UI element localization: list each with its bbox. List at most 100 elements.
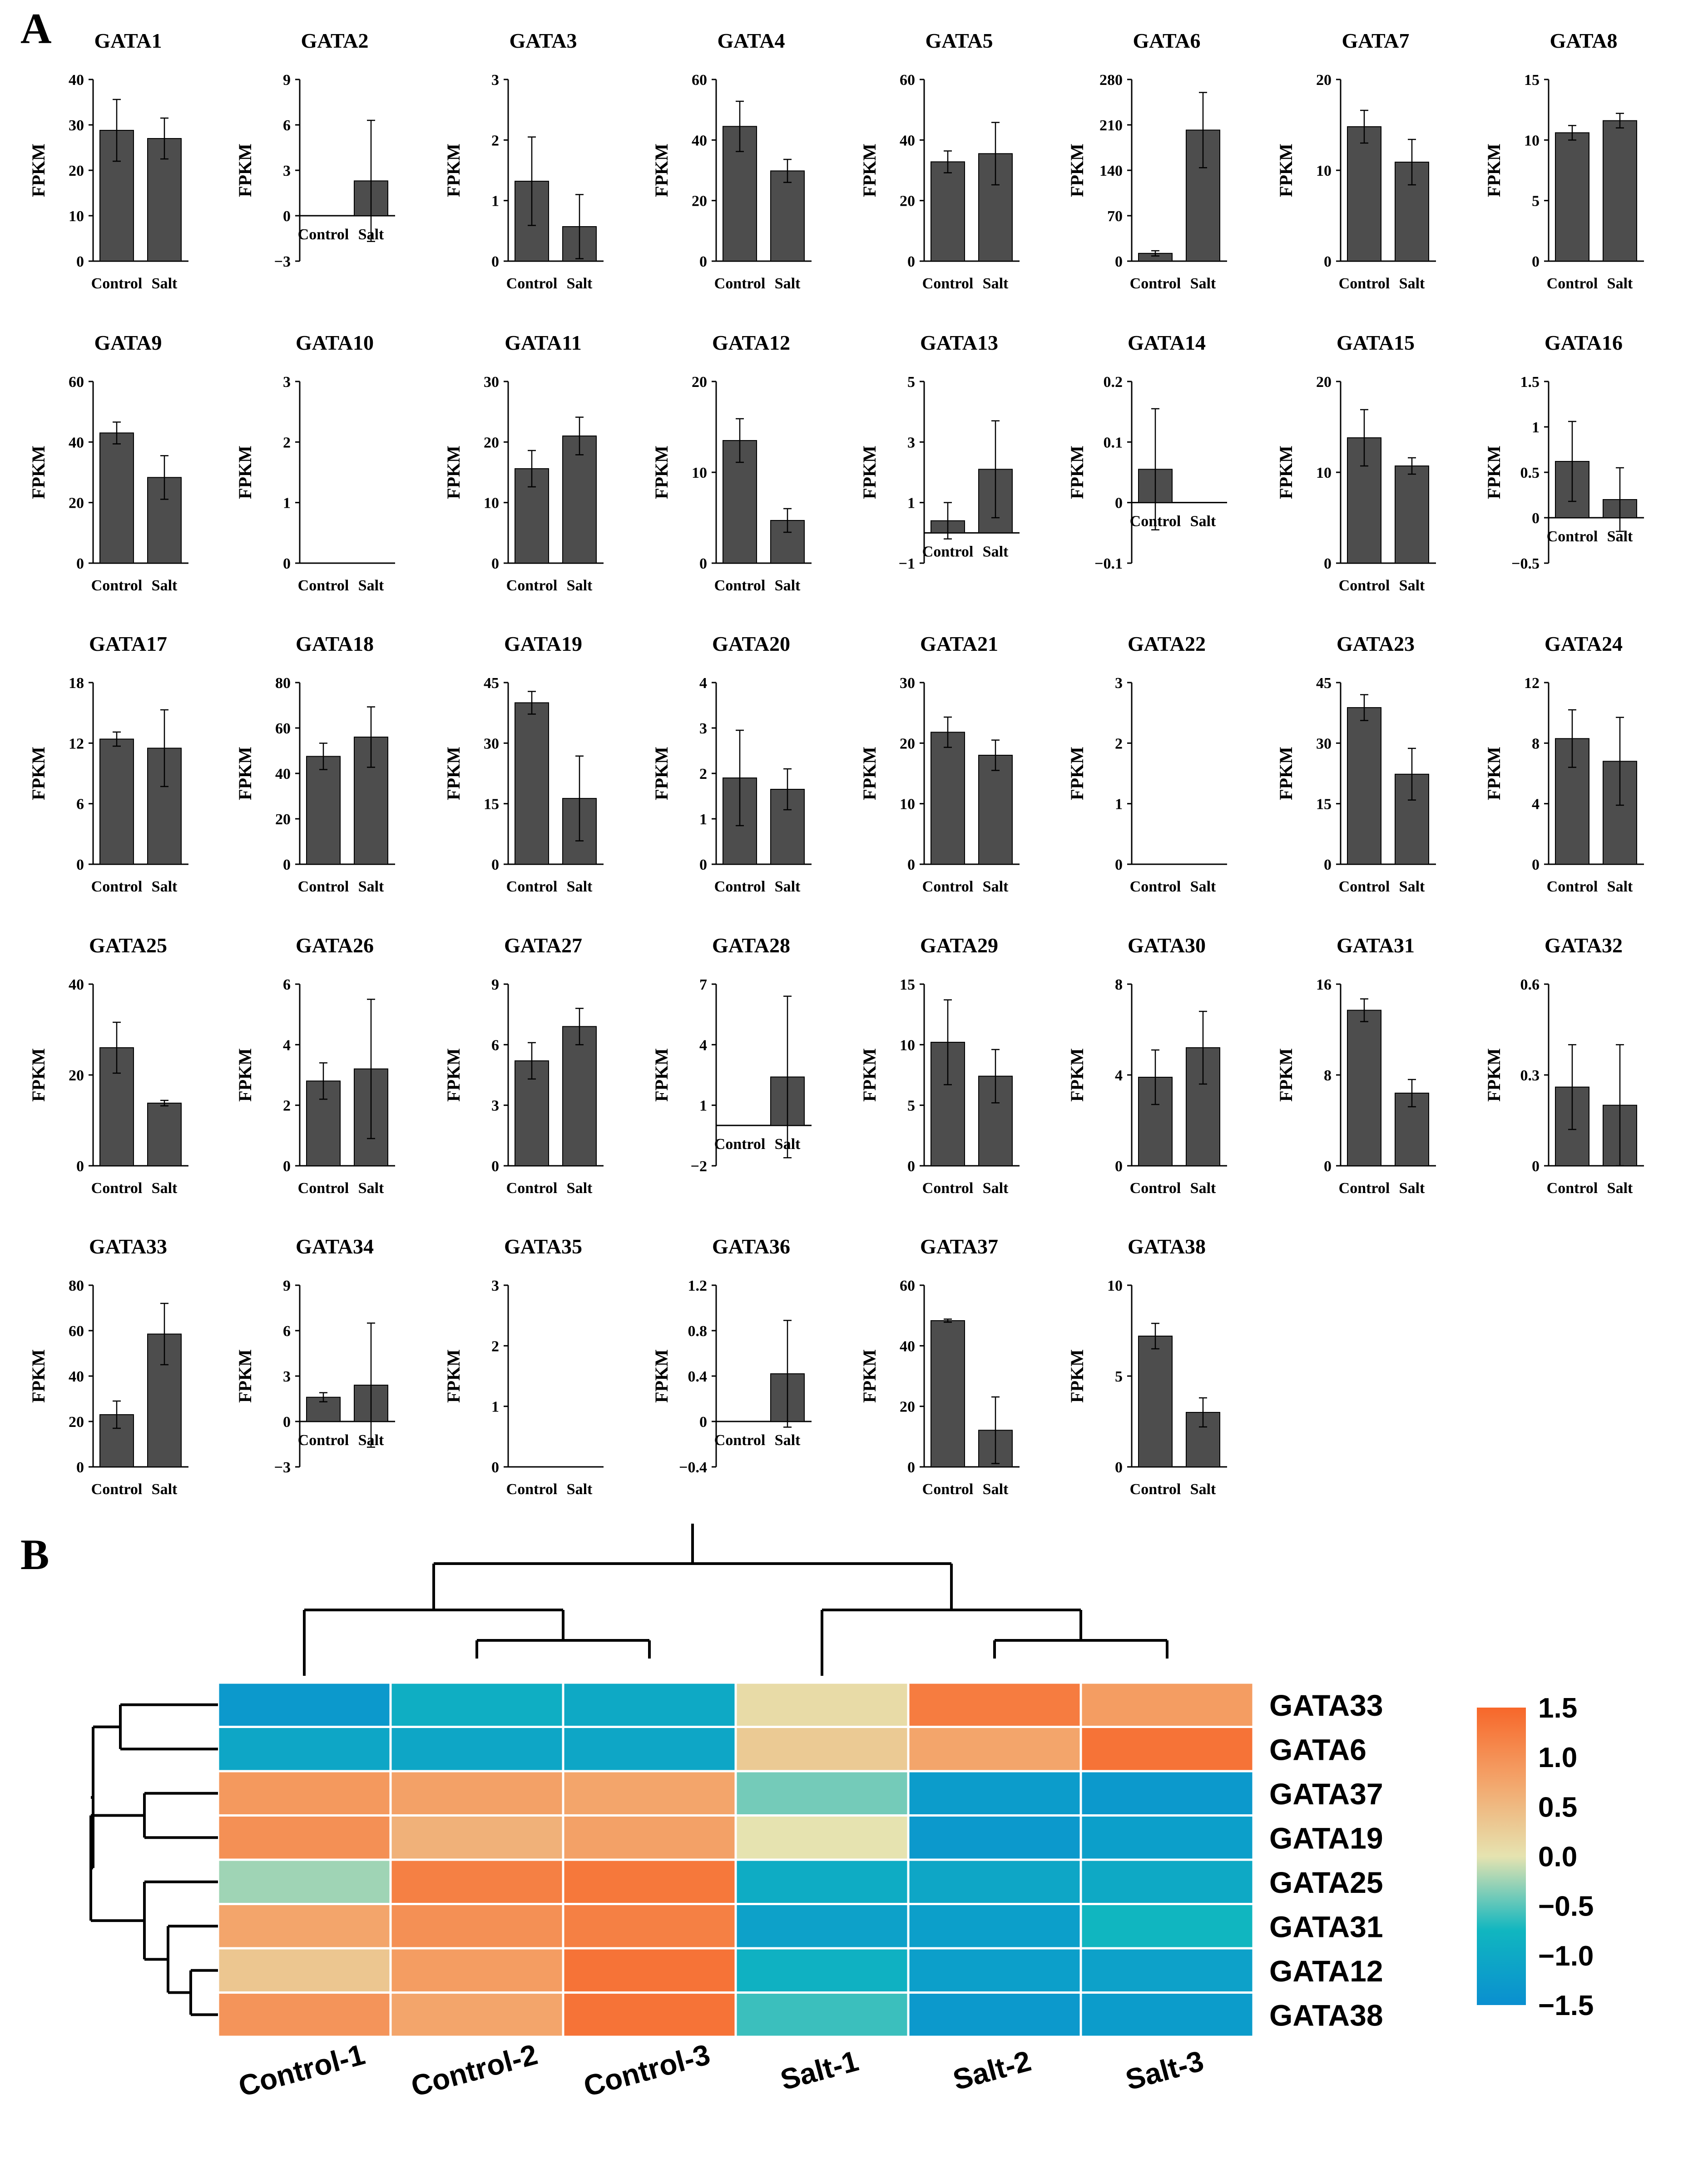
bar-control: [99, 738, 134, 865]
column-label: Salt-1: [777, 2044, 862, 2096]
y-tick-label: 60: [69, 1323, 84, 1340]
x-tick-label-salt: Salt: [1190, 1180, 1216, 1197]
panel-b-label: B: [20, 1530, 49, 1579]
y-tick-label: 0: [1532, 857, 1540, 873]
y-tick-label: 1: [907, 495, 915, 512]
y-axis-label: FPKM: [443, 1048, 464, 1102]
y-tick-label: 20: [900, 735, 915, 752]
column-dendrogram: [303, 1524, 1168, 1676]
heatmap-cell: [389, 1991, 564, 2038]
y-tick-label: 2: [491, 1338, 499, 1355]
heatmap-cell: [907, 1770, 1082, 1817]
y-tick-label: 20: [69, 1414, 84, 1431]
y-tick-label: 20: [1316, 72, 1332, 89]
x-tick-label-salt: Salt: [152, 878, 178, 895]
bar-salt: [770, 170, 805, 262]
column-label: Salt-3: [1122, 2044, 1207, 2096]
row-label: GATA38: [1269, 1998, 1383, 2032]
x-tick-label-salt: Salt: [983, 1481, 1009, 1498]
panel-title: GATA4: [717, 29, 785, 52]
y-tick-label: 10: [1107, 1278, 1123, 1294]
panel-title: GATA26: [296, 934, 374, 957]
bar-control: [1347, 126, 1381, 262]
heatmap-cell: [734, 1903, 910, 1950]
y-tick-label: 0: [283, 1414, 291, 1431]
x-tick-label-control: Control: [91, 577, 143, 594]
y-axis-label: FPKM: [443, 1349, 464, 1403]
y-axis-label: FPKM: [651, 1349, 672, 1403]
y-tick-label: 0.3: [1520, 1067, 1540, 1084]
heatmap-cell: [217, 1726, 392, 1773]
heatmap-cell: [907, 1814, 1082, 1861]
heatmap-cell: [1079, 1858, 1255, 1905]
panel-title: GATA31: [1337, 934, 1415, 957]
y-tick-label: 4: [699, 675, 707, 692]
bar-salt: [1603, 120, 1637, 262]
y-tick-label: 0.6: [1520, 976, 1540, 993]
bar-panel-gata16: GATA16 FPKM −0.5 0 0.5 1 1.5 Control Salt: [1484, 331, 1644, 572]
y-tick-label: 45: [484, 675, 499, 692]
y-tick-label: 0: [1324, 555, 1332, 572]
bar-salt: [1395, 465, 1429, 564]
panel-title: GATA2: [301, 29, 368, 52]
y-tick-label: 4: [283, 1037, 291, 1054]
heatmap-cell: [907, 1991, 1082, 2038]
x-tick-label-salt: Salt: [1607, 275, 1633, 292]
y-tick-label: 0.1: [1104, 434, 1123, 451]
y-tick-label: 1.5: [1520, 374, 1540, 391]
colorbar-tick-label: −0.5: [1538, 1891, 1594, 1922]
y-tick-label: 6: [283, 976, 291, 993]
x-tick-label-salt: Salt: [1399, 1180, 1425, 1197]
heatmap-cell: [217, 1991, 392, 2038]
y-axis-label: FPKM: [651, 747, 672, 800]
x-tick-label-salt: Salt: [775, 275, 801, 292]
y-tick-label: 0: [491, 1459, 499, 1476]
panel-title: GATA5: [925, 29, 993, 52]
y-tick-label: 15: [900, 976, 915, 993]
panel-title: GATA33: [89, 1235, 167, 1258]
y-axis-label: FPKM: [235, 747, 255, 800]
y-tick-label: 3: [283, 374, 291, 391]
panel-title: GATA17: [89, 632, 167, 655]
y-tick-label: 0: [1324, 1158, 1332, 1175]
y-tick-label: 0: [1532, 253, 1540, 270]
bar-control: [99, 432, 134, 564]
panel-title: GATA7: [1342, 29, 1409, 52]
bar-panel-gata29: GATA29 FPKM 0 5 10 15 Control Salt: [859, 934, 1020, 1197]
row-label: GATA25: [1269, 1866, 1383, 1899]
y-tick-label: 1.2: [688, 1278, 708, 1294]
y-tick-label: 3: [491, 1098, 499, 1114]
y-tick-label: 0: [907, 1459, 915, 1476]
y-tick-label: 10: [1524, 132, 1540, 149]
heatmap-cell: [389, 1726, 564, 1773]
bar-panel-gata32: GATA32 FPKM 0 0.3 0.6 Control Salt: [1484, 934, 1644, 1197]
y-tick-label: 0: [1532, 510, 1540, 527]
heatmap-cell: [907, 1681, 1082, 1728]
x-tick-label-control: Control: [714, 577, 766, 594]
bar-panel-gata14: GATA14 FPKM −0.1 0 0.1 0.2 Control Salt: [1067, 331, 1227, 572]
panel-title: GATA6: [1133, 29, 1200, 52]
y-tick-label: 10: [900, 796, 915, 813]
panel-title: GATA27: [504, 934, 582, 957]
y-tick-label: 45: [1316, 675, 1332, 692]
bar-control: [1347, 707, 1381, 865]
y-tick-label: 0: [1324, 857, 1332, 873]
y-tick-label: 30: [1316, 735, 1332, 752]
x-tick-label-salt: Salt: [358, 878, 384, 895]
x-tick-label-control: Control: [1339, 878, 1390, 895]
x-tick-label-control: Control: [1130, 513, 1181, 530]
y-tick-label: 0: [491, 857, 499, 873]
y-tick-label: 7: [699, 976, 707, 993]
heatmap-cell: [389, 1814, 564, 1861]
y-tick-label: 2: [699, 766, 707, 782]
y-tick-label: 60: [900, 1278, 915, 1294]
y-tick-label: 210: [1099, 117, 1123, 134]
bar-control: [931, 1320, 965, 1467]
heatmap-cell: [389, 1947, 564, 1994]
panel-title: GATA10: [296, 331, 374, 354]
y-tick-label: 0: [491, 253, 499, 270]
x-tick-label-salt: Salt: [567, 1481, 593, 1498]
y-tick-label: 0: [76, 1158, 84, 1175]
colorbar-tick-label: −1.0: [1538, 1941, 1594, 1972]
